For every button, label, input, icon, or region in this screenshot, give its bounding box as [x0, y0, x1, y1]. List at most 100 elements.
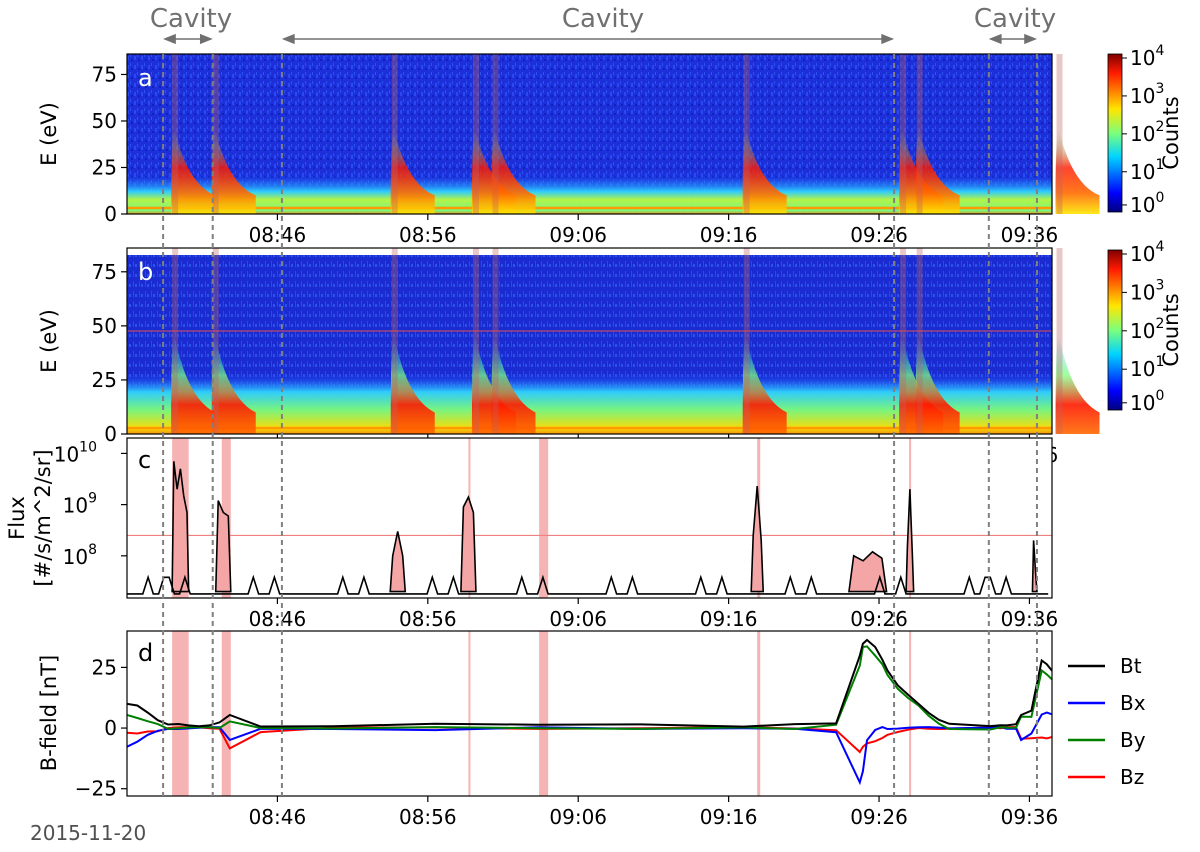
colorbar-tick-label: 100 — [1130, 190, 1164, 217]
cavity-label-3: Cavity — [974, 4, 1056, 34]
bfield-line-by — [126, 645, 1053, 731]
cavity-arrows — [163, 33, 1037, 45]
burst-column — [1056, 54, 1063, 214]
y-tick-label: 25 — [92, 155, 117, 179]
panel-a-energy-spectrogram: a 0 25 50 75 08:46 08:56 09:06 09:16 09:26 09:36… — [37, 53, 1100, 247]
burst-spot — [211, 335, 256, 434]
panel-d-frame — [126, 630, 1053, 797]
x-tick-label: 09:06 — [549, 805, 607, 829]
y-tick-exponent: 9 — [88, 491, 97, 507]
y-tick-label: 50 — [92, 314, 117, 338]
panel-d-burst-shading — [172, 631, 912, 796]
colorbar-tick-label: 104 — [1130, 239, 1164, 266]
colorbar-tick-exponent: 4 — [1155, 43, 1164, 59]
legend-label-bt: Bt — [1120, 654, 1142, 678]
burst-spot — [915, 335, 960, 434]
panel-b-y-axis: 0 25 50 75 — [92, 260, 127, 446]
colorbar-tick-exponent: 3 — [1155, 277, 1164, 293]
y-tick-label: 1010 — [54, 439, 97, 466]
panel-a-bursts — [171, 54, 1100, 214]
y-tick-label: 109 — [63, 491, 97, 518]
colorbar-tick-exponent: 0 — [1155, 388, 1164, 404]
burst-shade — [757, 631, 761, 796]
panel-d-x-axis: 08:46 08:56 09:06 09:16 09:26 09:36 — [249, 796, 1059, 829]
panel-c-frame — [126, 437, 1053, 599]
y-tick-label: 25 — [92, 655, 117, 679]
y-tick-label: 108 — [63, 542, 97, 569]
x-tick-label: 09:36 — [1001, 805, 1059, 829]
panel-a-frame — [126, 53, 1053, 215]
panel-d-background — [127, 631, 1052, 796]
panel-c-flux-line — [127, 574, 1049, 595]
panel-d-letter: d — [138, 639, 153, 667]
burst-spot — [211, 129, 256, 214]
colorbar-a-gradient — [1107, 53, 1123, 213]
burst-column — [391, 54, 398, 214]
y-tick-exponent: 8 — [88, 542, 97, 558]
burst-shade — [539, 438, 549, 598]
burst-column — [916, 54, 923, 214]
y-tick-label: 25 — [92, 368, 117, 392]
burst-shade — [221, 631, 231, 796]
y-tick-exponent: 10 — [79, 439, 97, 455]
bfield-line-bt — [126, 638, 1053, 728]
x-tick-label: 08:46 — [249, 223, 307, 247]
colorbar-tick-label: 104 — [1130, 43, 1164, 70]
flux-peak — [905, 489, 915, 593]
colorbar-tick-label: 101 — [1130, 354, 1164, 381]
x-tick-label: 09:16 — [700, 607, 758, 631]
colorbar-tick-exponent: 2 — [1155, 119, 1164, 135]
burst-column — [472, 248, 479, 434]
burst-spot — [742, 129, 787, 214]
panel-c-x-axis: 08:46 08:56 09:06 09:16 09:26 09:36 — [249, 598, 1059, 631]
x-tick-label: 08:56 — [399, 223, 457, 247]
legend-label-bx: Bx — [1120, 691, 1146, 715]
x-tick-label: 09:36 — [1001, 607, 1059, 631]
legend-label-by: By — [1120, 728, 1146, 752]
x-tick-label: 09:26 — [850, 805, 908, 829]
flux-peak — [848, 550, 888, 593]
colorbar-tick-exponent: 1 — [1155, 354, 1164, 370]
flux-peak — [750, 486, 765, 593]
panel-d-bfield: d 250−25 08:46 08:56 09:06 09:16 09:26 09:36 … — [37, 630, 1146, 829]
panel-d-legend: Bt Bx By Bz — [1068, 654, 1146, 789]
x-tick-label: 09:26 — [850, 223, 908, 247]
burst-spot — [742, 335, 787, 434]
flux-peak — [389, 531, 407, 593]
legend-label-bz: Bz — [1120, 765, 1144, 789]
burst-spot — [1055, 129, 1100, 214]
burst-spot — [1055, 335, 1100, 434]
x-tick-label: 09:16 — [700, 223, 758, 247]
colorbar-tick-label: 100 — [1130, 388, 1164, 415]
colorbar-tick-exponent: 3 — [1155, 81, 1164, 97]
x-tick-label: 08:56 — [399, 805, 457, 829]
flux-peak — [1031, 540, 1038, 593]
panel-b-frame — [126, 247, 1053, 435]
panel-c-ylabel-line1: Flux — [5, 496, 29, 540]
cavity-label-1: Cavity — [150, 4, 232, 34]
panel-a-letter: a — [138, 64, 153, 92]
burst-column — [900, 54, 907, 214]
panel-b-letter: b — [138, 258, 153, 286]
panel-a-y-axis: 0 25 50 75 — [92, 62, 127, 226]
panel-a-ylabel: E (eV) — [37, 102, 61, 166]
burst-spot — [390, 129, 435, 214]
x-tick-label: 09:16 — [700, 805, 758, 829]
burst-column — [212, 248, 219, 434]
y-tick-label: 0 — [104, 716, 117, 740]
flux-peak — [214, 500, 232, 593]
cavity-arrow-head-left — [281, 33, 295, 45]
burst-column — [743, 54, 750, 214]
x-tick-label: 09:06 — [549, 607, 607, 631]
y-tick-label: −25 — [75, 777, 117, 801]
burst-column — [1056, 248, 1063, 434]
burst-column — [391, 248, 398, 434]
x-tick-label: 08:46 — [249, 805, 307, 829]
colorbar-tick-exponent: 2 — [1155, 316, 1164, 332]
x-tick-label: 09:26 — [850, 607, 908, 631]
burst-spot — [390, 335, 435, 434]
